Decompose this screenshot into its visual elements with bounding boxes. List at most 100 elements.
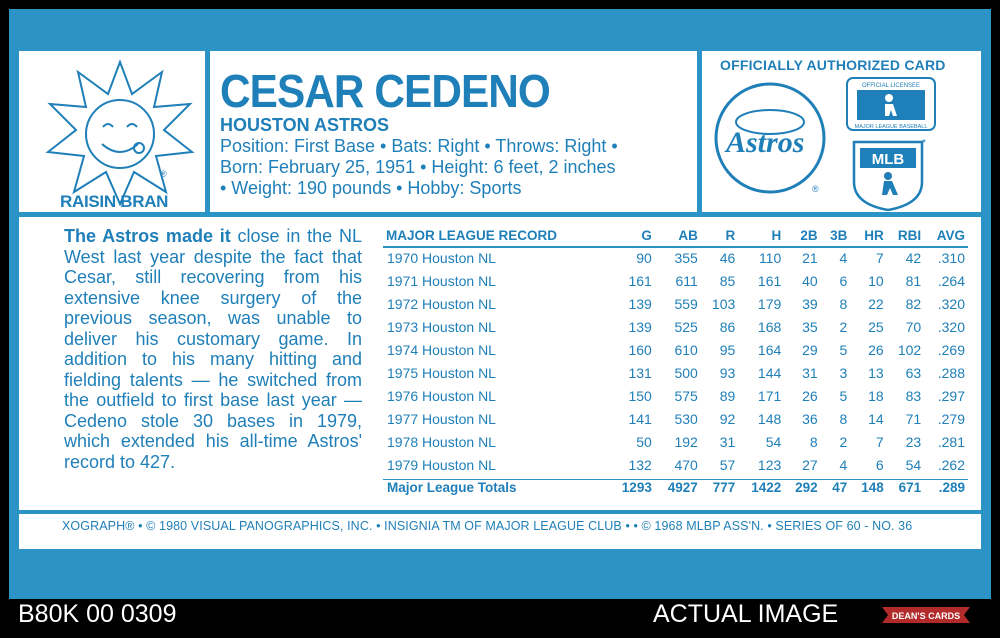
- mlb-top-sub: MAJOR LEAGUE BASEBALL: [855, 124, 928, 130]
- stat-cell: 777: [712, 480, 736, 495]
- stat-cell: 21: [802, 249, 818, 266]
- stat-cell: 355: [674, 249, 698, 266]
- stat-cell: 3: [839, 364, 848, 381]
- season-label: 1974 Houston NL: [387, 341, 496, 358]
- table-row: 1972 Houston NL 139 559 103 179 39 8 22 82 .320: [383, 292, 968, 315]
- season-label: 1975 Houston NL: [387, 364, 496, 381]
- column-header: AVG: [936, 227, 965, 243]
- stat-cell: .281: [937, 433, 965, 450]
- stat-cell: 46: [719, 249, 736, 266]
- table-row: 1978 Houston NL 50 192 31 54 8 2 7 23 .281: [383, 430, 968, 453]
- stat-cell: 1293: [621, 480, 652, 495]
- stat-cell: 63: [905, 364, 922, 381]
- stat-cell: 23: [905, 433, 922, 450]
- stat-cell: 5: [839, 387, 848, 404]
- divider: [383, 246, 968, 248]
- stat-cell: 70: [905, 318, 922, 335]
- stat-cell: 71: [905, 410, 922, 427]
- stat-cell: 500: [674, 364, 698, 381]
- stat-cell: 103: [711, 295, 736, 312]
- stat-cell: .279: [937, 410, 965, 427]
- item-id: B80K 00 0309: [18, 600, 177, 628]
- stat-cell: 29: [802, 341, 818, 358]
- divider: [19, 510, 981, 514]
- stat-cell: 2: [839, 318, 848, 335]
- stat-cell: 31: [719, 433, 736, 450]
- stat-cell: 36: [802, 410, 818, 427]
- raisin-bran-sun-icon: ®: [45, 59, 195, 207]
- stat-cell: 39: [802, 295, 818, 312]
- stat-cell: .310: [937, 249, 965, 266]
- stat-cell: 7: [875, 433, 884, 450]
- divider: [205, 51, 210, 217]
- season-label: Major League Totals: [387, 480, 517, 495]
- stat-cell: 85: [719, 272, 736, 289]
- stat-cell: 82: [905, 295, 922, 312]
- mlb-logo-icon: MLB *: [852, 138, 926, 212]
- stat-cell: 144: [757, 364, 782, 381]
- season-label: 1970 Houston NL: [387, 249, 496, 266]
- stat-cell: 525: [674, 318, 698, 335]
- stat-cell: 54: [765, 433, 782, 450]
- stat-cell: 40: [802, 272, 818, 289]
- stat-cell: 57: [719, 456, 736, 473]
- stat-cell: 139: [628, 295, 652, 312]
- stat-cell: 102: [897, 341, 922, 358]
- season-label: 1971 Houston NL: [387, 272, 496, 289]
- story-text: close in the NL West last year despite t…: [64, 226, 362, 472]
- stat-cell: 93: [719, 364, 736, 381]
- stat-cell: 160: [628, 341, 652, 358]
- stat-cell: 179: [757, 295, 782, 312]
- stat-cell: 7: [875, 249, 884, 266]
- stat-cell: 8: [839, 410, 848, 427]
- stat-cell: .289: [938, 480, 965, 495]
- player-bio: Position: First Base • Bats: Right • Thr…: [220, 136, 690, 199]
- table-row: 1973 Houston NL 139 525 86 168 35 2 25 70 .320: [383, 315, 968, 338]
- season-label: 1977 Houston NL: [387, 410, 496, 427]
- stat-cell: 141: [628, 410, 652, 427]
- stat-cell: 89: [719, 387, 736, 404]
- column-header: AB: [678, 227, 698, 243]
- season-label: 1973 Houston NL: [387, 318, 496, 335]
- card-inner-panel: [19, 51, 981, 549]
- stat-cell: .320: [937, 295, 965, 312]
- totals-row: Major League Totals 1293 4927 777 1422 292 47 1…: [383, 476, 968, 499]
- astros-logo-text: Astros: [724, 126, 804, 159]
- stat-cell: 1422: [751, 480, 782, 495]
- column-header: 2B: [800, 227, 818, 243]
- stat-cell: 148: [757, 410, 782, 427]
- stat-cell: 10: [868, 272, 884, 289]
- season-label: 1972 Houston NL: [387, 295, 496, 312]
- stat-cell: 81: [905, 272, 922, 289]
- bio-line: Position: First Base • Bats: Right • Thr…: [220, 136, 618, 156]
- season-label: 1976 Houston NL: [387, 387, 496, 404]
- dealer-logo-text: DEAN'S CARDS: [892, 611, 960, 621]
- stat-cell: 8: [809, 433, 818, 450]
- column-header: H: [771, 227, 782, 243]
- bio-line: • Weight: 190 pounds • Hobby: Sports: [220, 178, 522, 198]
- stat-cell: .262: [937, 456, 965, 473]
- deans-cards-logo-icon: DEAN'S CARDS: [882, 607, 970, 623]
- stat-cell: 5: [839, 341, 848, 358]
- table-row: 1971 Houston NL 161 611 85 161 40 6 10 81 .264: [383, 269, 968, 292]
- stat-cell: 54: [905, 456, 922, 473]
- stat-cell: 42: [905, 249, 922, 266]
- stat-cell: 27: [802, 456, 818, 473]
- svg-text:®: ®: [812, 184, 819, 194]
- mlb-top-text: OFFICIAL LICENSEE: [862, 83, 920, 89]
- stat-cell: 4: [839, 249, 848, 266]
- stat-cell: 530: [674, 410, 698, 427]
- stat-cell: 292: [795, 480, 818, 495]
- stat-cell: 86: [719, 318, 736, 335]
- stat-cell: 559: [674, 295, 698, 312]
- stat-cell: .297: [937, 387, 965, 404]
- stat-cell: 22: [868, 295, 884, 312]
- stat-cell: 671: [898, 480, 922, 495]
- card-footer: XOGRAPH® • © 1980 VISUAL PANOGRAPHICS, I…: [62, 519, 913, 533]
- column-header: R: [725, 227, 736, 243]
- stat-cell: 192: [674, 433, 698, 450]
- table-header-row: MAJOR LEAGUE RECORD G AB R H 2B 3B HR RB…: [383, 224, 968, 246]
- stat-cell: 168: [757, 318, 782, 335]
- stat-cell: 35: [802, 318, 818, 335]
- column-header: G: [641, 227, 652, 243]
